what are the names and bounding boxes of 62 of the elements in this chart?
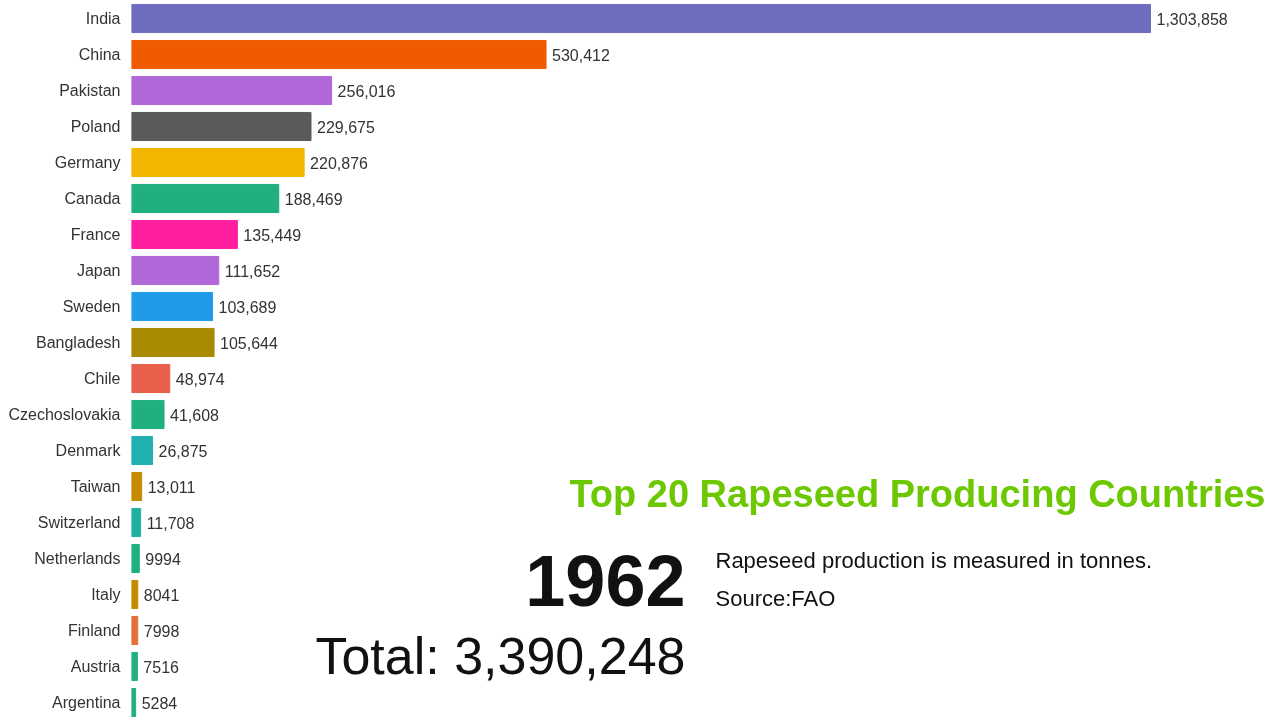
bar [131, 3, 1151, 34]
data-label: 8041 [143, 586, 180, 604]
y-tick-label: Sweden [62, 298, 121, 315]
y-tick-label: Taiwan [70, 478, 121, 495]
bar [131, 471, 143, 502]
data-label: 103,689 [218, 298, 277, 316]
bar [131, 147, 305, 178]
bar [131, 183, 280, 214]
y-tick-label: Czechoslovakia [8, 406, 121, 423]
annotation: 1962 [525, 540, 686, 621]
y-tick-label: Denmark [55, 442, 122, 459]
data-label: 7998 [143, 622, 180, 640]
y-tick-label: Argentina [52, 694, 121, 711]
annotation: Total: 3,390,248 [315, 626, 686, 685]
y-tick-label: Germany [54, 154, 121, 171]
data-label: 105,644 [220, 334, 278, 352]
bar [131, 219, 238, 250]
y-tick-label: Chile [84, 370, 121, 387]
y-tick-label: Poland [70, 118, 121, 135]
bar [131, 291, 214, 322]
data-label: 135,449 [243, 226, 302, 244]
data-label: 7516 [143, 658, 180, 676]
bar [131, 399, 165, 430]
data-label: 26,875 [158, 442, 208, 460]
data-label: 1,303,858 [1156, 10, 1228, 28]
y-tick-label: Pakistan [59, 82, 121, 99]
y-tick-label: India [85, 10, 121, 27]
data-label: 220,876 [310, 154, 369, 172]
bar [131, 507, 142, 538]
data-label: 188,469 [284, 190, 343, 208]
bar [131, 651, 138, 682]
y-tick-label: Netherlands [34, 550, 121, 567]
annotation: Rapeseed production is measured in tonnes. [715, 548, 1153, 573]
y-tick-label: Switzerland [37, 514, 121, 531]
y-tick-label: Canada [64, 190, 121, 207]
data-label: 256,016 [337, 82, 396, 100]
data-label: 13,011 [147, 478, 196, 496]
y-tick-label: Bangladesh [35, 334, 121, 351]
bar [131, 543, 140, 574]
data-label: 11,708 [146, 514, 195, 532]
y-tick-label: Japan [76, 262, 121, 279]
bar [131, 255, 220, 286]
data-label: 41,608 [170, 406, 220, 424]
y-tick-label: China [78, 46, 121, 63]
data-label: 48,974 [175, 370, 225, 388]
annotation: Source:FAO [715, 586, 836, 611]
y-tick-label: Finland [68, 622, 121, 639]
data-label: 530,412 [552, 46, 610, 64]
bar [131, 39, 547, 70]
data-label: 229,675 [317, 118, 375, 136]
data-label: 9994 [145, 550, 182, 568]
y-tick-label: France [70, 226, 121, 243]
y-tick-label: Italy [91, 586, 121, 603]
y-tick-label: Austria [70, 658, 121, 675]
bar [131, 327, 215, 358]
data-label: 5284 [141, 694, 178, 712]
text: Top 20 Rapeseed Producing Countries [569, 472, 1266, 515]
data-label: 111,652 [224, 262, 281, 280]
bar [131, 435, 153, 466]
bar [131, 111, 312, 142]
bar [131, 363, 171, 394]
bar [131, 75, 333, 106]
